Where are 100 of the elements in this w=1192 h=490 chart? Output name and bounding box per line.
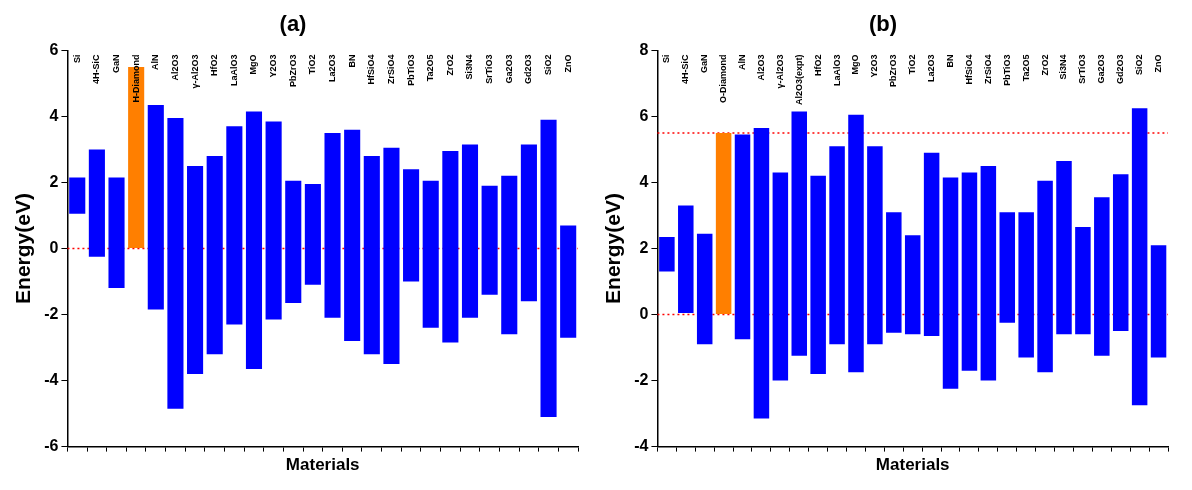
x-tick-label: SiO2	[543, 54, 554, 75]
x-tick-label: ZrO2	[444, 54, 455, 76]
x-tick-label: Si	[71, 54, 82, 63]
x-tick-label: HfO2	[209, 54, 220, 76]
bar	[999, 212, 1016, 323]
x-tick-label: Ga2O3	[1096, 54, 1107, 84]
x-tick-label: Ga2O3	[503, 54, 514, 84]
x-tick-label: Al2O3	[169, 54, 180, 81]
x-tick-label: ZnO	[562, 54, 573, 73]
x-tick-label: Ta2O5	[1020, 54, 1031, 82]
x-tick-label: SrTiO3	[1077, 54, 1088, 84]
x-tick-label: LaAlO3	[831, 54, 842, 86]
bar	[1037, 180, 1053, 373]
x-tick-label: Y2O3	[268, 54, 279, 78]
x-tick-label: HfO2	[812, 54, 823, 76]
bar	[69, 177, 86, 214]
y-tick-label: -6	[44, 437, 59, 455]
bar	[383, 147, 400, 365]
bar	[285, 180, 302, 303]
x-tick-label: Al2O3	[755, 54, 766, 81]
bar	[904, 235, 921, 335]
x-tick-label: PbTiO3	[1001, 54, 1012, 86]
y-tick-label: 6	[639, 106, 649, 124]
y-tick-label: 0	[639, 304, 649, 322]
x-tick-label: ZnO	[1153, 54, 1164, 73]
x-tick-label: AlN	[737, 54, 748, 70]
bar	[1018, 212, 1034, 358]
bar	[167, 118, 184, 409]
x-tick-label: HfSiO4	[366, 54, 377, 85]
y-tick-label: 8	[639, 40, 649, 58]
x-tick-label: γ-Al2O3	[774, 54, 785, 89]
bar	[678, 205, 694, 313]
bar	[1131, 108, 1148, 406]
bar	[1112, 174, 1129, 332]
x-tick-label: GaN	[699, 54, 710, 73]
x-tick-label: HfSiO4	[963, 54, 974, 85]
bar	[791, 111, 808, 356]
bar	[108, 177, 125, 289]
bar	[442, 151, 459, 343]
bar	[886, 212, 902, 333]
x-tick-label: BN	[945, 54, 956, 68]
bar	[403, 169, 420, 282]
x-tick-label: Si3N4	[464, 54, 475, 80]
x-tick-label: PbZrO3	[888, 54, 899, 87]
x-tick-label: AlN	[150, 54, 161, 70]
x-tick-label: GaN	[111, 54, 121, 73]
bar	[422, 180, 439, 328]
x-tick-label: Y2O3	[869, 54, 880, 78]
y-tick-label: 6	[49, 40, 59, 58]
x-tick-label: La2O3	[926, 54, 937, 82]
x-tick-label: ZrSiO4	[385, 54, 396, 84]
x-tick-label: H-Diamond	[130, 54, 141, 103]
bar	[481, 185, 498, 295]
bar	[1094, 197, 1110, 356]
bar	[461, 144, 479, 318]
y-tick-label: -2	[634, 370, 649, 388]
x-tick-label: PbTiO3	[405, 54, 416, 86]
y-axis-title: Energy(eV)	[601, 193, 625, 304]
bar	[829, 146, 845, 345]
y-tick-label: 4	[49, 106, 59, 124]
x-tick-label: MgO	[850, 54, 861, 75]
bar	[848, 114, 864, 373]
x-tick-label: γ-Al2O3	[189, 54, 200, 89]
bar	[363, 156, 380, 355]
bar	[344, 129, 361, 341]
x-tick-label: Si	[661, 54, 672, 63]
bar	[696, 233, 713, 345]
x-tick-label: Ta2O5	[425, 54, 436, 82]
x-tick-label: Al2O3(expt)	[793, 54, 804, 105]
y-tick-label: 2	[639, 238, 649, 256]
bar	[772, 172, 789, 381]
bar	[187, 165, 204, 374]
bar	[1150, 245, 1167, 358]
y-tick-label: 0	[49, 238, 59, 256]
y-tick-label: -4	[634, 437, 649, 455]
bar	[961, 172, 978, 371]
y-tick-label: -2	[44, 304, 59, 322]
bar	[715, 132, 732, 315]
y-tick-label: 4	[639, 172, 649, 190]
x-tick-label: Gd2O3	[523, 54, 534, 84]
x-tick-label: 4H-SiC	[680, 53, 691, 84]
bar	[810, 175, 826, 374]
bar	[304, 184, 321, 285]
x-axis-title: Materials	[285, 455, 360, 475]
y-tick-label: 2	[49, 172, 59, 190]
chart-title: (b)	[868, 11, 898, 37]
bar	[753, 127, 770, 419]
x-tick-label: PbZrO3	[287, 54, 298, 87]
x-tick-label: O-Diamond	[718, 54, 729, 103]
x-tick-label: TiO2	[907, 54, 918, 75]
x-tick-label: SiO2	[1134, 54, 1145, 75]
bar	[501, 175, 518, 335]
bar	[265, 121, 282, 320]
bar	[867, 146, 883, 345]
x-tick-label: Si3N4	[1058, 54, 1069, 80]
bar	[560, 225, 577, 338]
x-tick-label: LaAlO3	[228, 54, 239, 86]
bar	[540, 119, 557, 417]
x-tick-label: Gd2O3	[1115, 54, 1126, 84]
bar	[88, 149, 105, 257]
